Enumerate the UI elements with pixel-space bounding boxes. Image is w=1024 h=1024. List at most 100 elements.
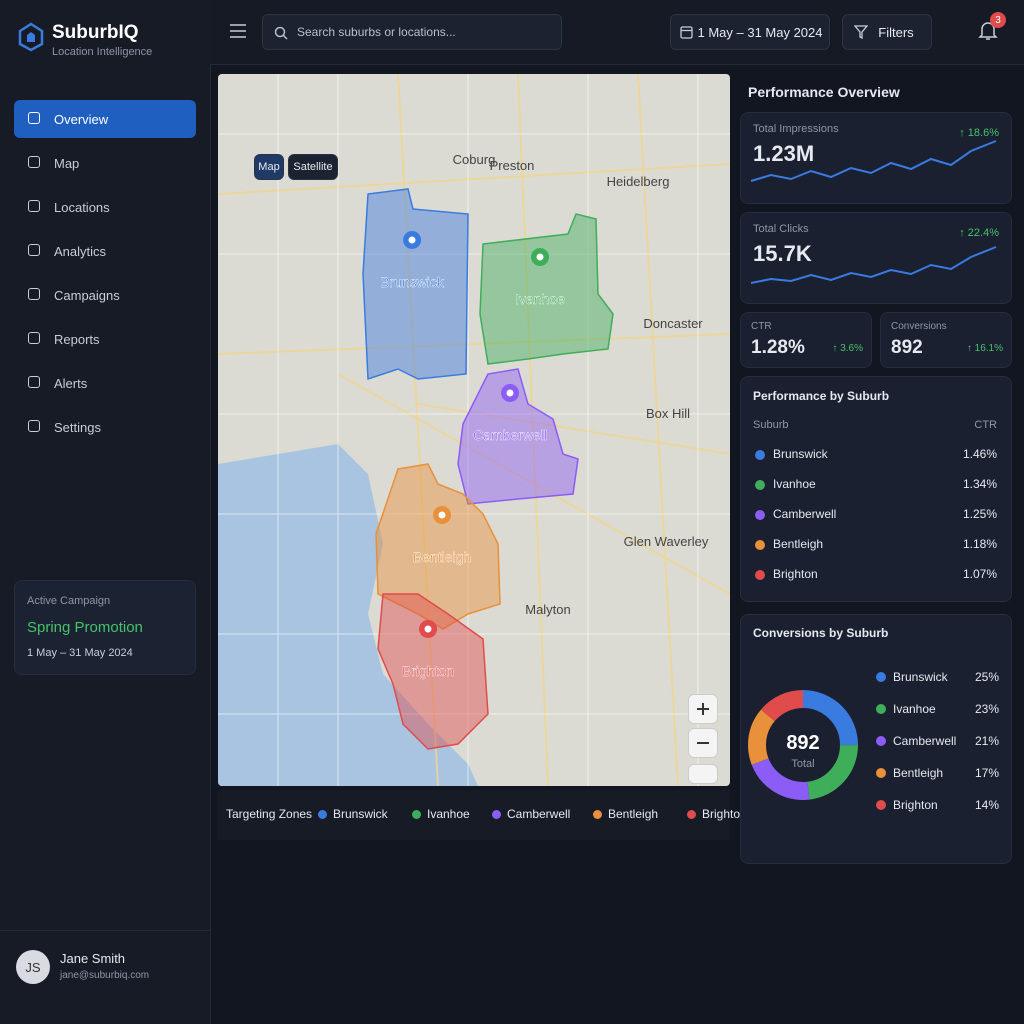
app-tagline: Location Intelligence bbox=[52, 46, 153, 58]
nav-item[interactable]: Reports bbox=[14, 320, 196, 358]
legend-label: Ivanhoe bbox=[893, 702, 936, 716]
legend-label: Bentleigh bbox=[893, 766, 943, 780]
metric-change: ↑ 22.4% bbox=[959, 227, 999, 239]
performance-title: Performance Overview bbox=[748, 84, 900, 100]
row-swatch bbox=[755, 510, 765, 520]
map-tab[interactable]: Map bbox=[254, 154, 284, 180]
legend-swatch bbox=[412, 810, 421, 819]
legend-swatch bbox=[593, 810, 602, 819]
app-name: SuburbIQ bbox=[52, 22, 139, 43]
zone-pin bbox=[531, 248, 550, 280]
nav-icon bbox=[28, 244, 40, 256]
metric-label: CTR bbox=[751, 321, 772, 332]
metric-value: 15.7K bbox=[753, 241, 812, 266]
nav-item[interactable]: Locations bbox=[14, 188, 196, 226]
zoom-out[interactable] bbox=[688, 728, 718, 758]
zone-area bbox=[362, 188, 469, 381]
suburb-table: Performance by Suburb Suburb CTR Brunswi… bbox=[740, 376, 1012, 602]
nav-icon bbox=[28, 200, 40, 212]
metric-change: ↑ 3.6% bbox=[832, 343, 863, 354]
map-tab[interactable]: Satellite bbox=[288, 154, 338, 180]
zoom-in[interactable] bbox=[688, 694, 718, 724]
row-swatch bbox=[755, 570, 765, 580]
place-label: Glen Waverley bbox=[624, 534, 709, 549]
nav-icon bbox=[28, 332, 40, 344]
nav-item[interactable]: Map bbox=[14, 144, 196, 182]
metric-change: ↑ 16.1% bbox=[966, 343, 1003, 354]
zone-label: Ivanhoe bbox=[515, 291, 565, 307]
campaign-card: Active Campaign Spring Promotion 1 May –… bbox=[14, 580, 196, 675]
sparkline-path bbox=[750, 140, 997, 182]
metric-change: ↑ 18.6% bbox=[959, 127, 999, 139]
donut-segment bbox=[748, 690, 858, 800]
legend-label: Brighton bbox=[893, 798, 938, 812]
zone-pin bbox=[403, 231, 422, 263]
zone-area bbox=[479, 213, 614, 365]
metric-value: 892 bbox=[891, 337, 923, 358]
place-label: Coburg bbox=[453, 152, 496, 167]
logo-icon bbox=[18, 22, 44, 52]
legend-swatch bbox=[876, 768, 886, 778]
zone-pin-dot bbox=[408, 236, 416, 244]
metric-label: Total Impressions bbox=[753, 123, 839, 135]
row-suburb: Brighton bbox=[773, 567, 818, 581]
row-swatch bbox=[755, 540, 765, 550]
metric-value: 1.23M bbox=[753, 141, 815, 166]
metric-card: CTR 1.28% ↑ 3.6% bbox=[740, 312, 872, 368]
zone-label: Camberwell bbox=[473, 427, 547, 443]
legend-swatch bbox=[876, 672, 886, 682]
divider bbox=[0, 930, 210, 931]
zone-area bbox=[375, 463, 501, 630]
sparkline bbox=[750, 246, 997, 284]
metric-card: Total Impressions 1.23M ↑ 18.6% bbox=[740, 112, 1012, 204]
donut-chart: Conversions by Suburb Brunswick 25% Ivanho… bbox=[748, 626, 999, 812]
layers-button[interactable] bbox=[688, 764, 718, 784]
date-range[interactable]: 1 May – 31 May 2024 bbox=[670, 14, 830, 50]
legend-swatch bbox=[687, 810, 696, 819]
nav-item[interactable]: Alerts bbox=[14, 364, 196, 402]
legend-label: Camberwell bbox=[507, 807, 571, 821]
search-icon bbox=[274, 26, 288, 40]
nav-item[interactable]: Analytics bbox=[14, 232, 196, 270]
legend-label: Brunswick bbox=[893, 670, 949, 684]
map: Brunswick Ivanhoe Camberwell Bentleigh Brigh… bbox=[218, 74, 730, 786]
column-header: CTR bbox=[974, 419, 997, 431]
user-avatar[interactable]: JS bbox=[16, 950, 50, 984]
user-email: jane@suburbiq.com bbox=[60, 970, 150, 981]
nav-item[interactable]: Overview bbox=[14, 100, 196, 138]
zone-label: Brunswick bbox=[380, 274, 445, 290]
menu-icon[interactable] bbox=[230, 24, 246, 38]
right-panel: Performance Overview Total Impressions 1.… bbox=[740, 76, 1016, 1016]
value-label: 25% bbox=[975, 670, 999, 684]
place-label: Box Hill bbox=[646, 406, 690, 421]
filters-button[interactable]: Filters bbox=[842, 14, 932, 50]
nav-icon bbox=[28, 156, 40, 168]
place-label: Doncaster bbox=[643, 316, 703, 331]
legend-swatch bbox=[318, 810, 327, 819]
value-label: 17% bbox=[975, 766, 999, 780]
place-label: Heidelberg bbox=[607, 174, 670, 189]
nav-item[interactable]: Campaigns bbox=[14, 276, 196, 314]
row-suburb: Bentleigh bbox=[773, 537, 824, 551]
row-ctr: 1.07% bbox=[962, 567, 997, 581]
metric-label: Conversions bbox=[891, 321, 947, 332]
metric-card: Conversions 892 ↑ 16.1% bbox=[880, 312, 1012, 368]
donut-segment bbox=[748, 690, 858, 800]
legend-label: Camberwell bbox=[893, 734, 956, 748]
legend-swatch bbox=[876, 704, 886, 714]
zone-area bbox=[457, 368, 579, 505]
row-suburb: Ivanhoe bbox=[773, 477, 816, 491]
campaign-label: Active Campaign bbox=[27, 595, 111, 607]
search-box[interactable]: Search suburbs or locations... bbox=[262, 14, 562, 50]
row-ctr: 1.46% bbox=[962, 447, 997, 461]
sidebar: SuburbIQ Location Intelligence Overview M… bbox=[0, 0, 211, 1024]
nav-item[interactable]: Settings bbox=[14, 408, 196, 446]
campaign-name: Spring Promotion bbox=[27, 619, 143, 636]
zone-pin-dot bbox=[438, 511, 446, 519]
value-label: 23% bbox=[975, 702, 999, 716]
zone-pin bbox=[419, 620, 438, 652]
metric-value: 1.28% bbox=[751, 337, 805, 358]
column-header: Suburb bbox=[753, 419, 789, 431]
donut-segment bbox=[748, 690, 858, 800]
